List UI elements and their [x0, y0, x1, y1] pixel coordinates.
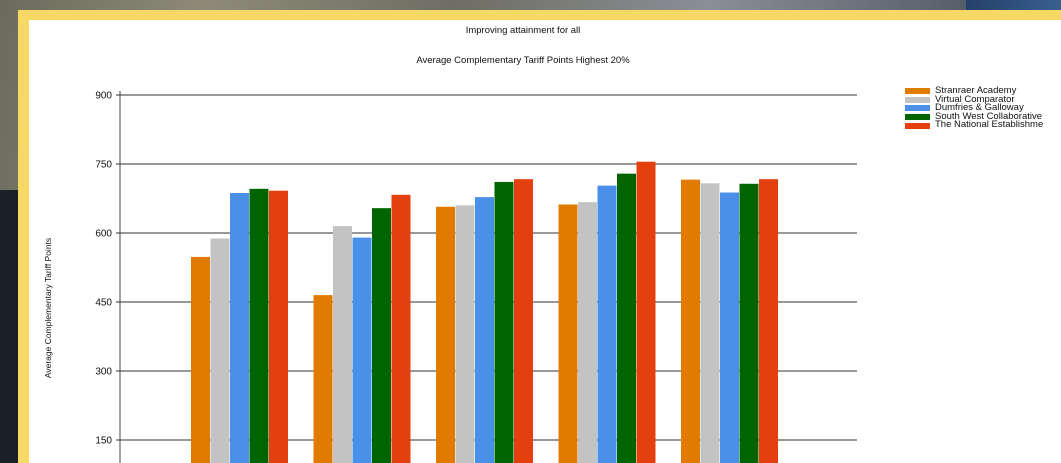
legend-label: South West Collaborative	[935, 110, 1043, 122]
legend-swatch	[905, 88, 930, 95]
chart-panel: Improving attainment for all Average Com…	[29, 20, 1061, 463]
chart-svg: Improving attainment for all Average Com…	[43, 25, 857, 463]
legend-item: Stranraer Academy	[905, 85, 1043, 96]
bar	[597, 185, 617, 463]
bar	[514, 179, 533, 463]
bar	[720, 192, 739, 463]
bar	[455, 205, 475, 463]
legend-label: The National Establishme	[935, 119, 1044, 131]
y-tick-label: 600	[95, 229, 112, 240]
bar	[333, 226, 352, 463]
legend-swatch	[905, 96, 930, 103]
bar	[681, 179, 700, 463]
bar	[739, 183, 759, 463]
bar	[494, 181, 514, 463]
bar	[759, 179, 778, 463]
bar	[313, 295, 333, 463]
legend-label: Stranraer Academy	[935, 85, 1017, 96]
legend-item: The National Establishme	[905, 119, 1044, 131]
bar	[475, 197, 494, 463]
bar	[352, 237, 372, 463]
legend-swatch	[905, 122, 930, 129]
legend-swatch	[905, 114, 930, 121]
bar	[436, 206, 455, 463]
y-tick-label: 750	[95, 160, 112, 171]
bar	[191, 256, 210, 463]
bar	[249, 188, 269, 463]
y-tick-label: 150	[95, 436, 112, 447]
legend-label: Virtual Comparator	[935, 93, 1015, 105]
legend-label: Dumfries & Galloway	[935, 102, 1024, 114]
y-tick-label: 300	[95, 367, 112, 378]
legend-swatch	[905, 105, 930, 112]
y-axis-label: Average Complementary Tariff Points	[43, 238, 53, 378]
legend-item: Virtual Comparator	[905, 93, 1043, 105]
y-tick-label: 900	[95, 91, 112, 102]
bar	[391, 194, 411, 463]
legend-item: Dumfries & Galloway	[905, 102, 1043, 114]
bar	[558, 204, 578, 463]
bar	[230, 192, 249, 463]
bar	[700, 183, 720, 463]
legend-item: South West Collaborative	[905, 110, 1043, 122]
chart-subtitle: Average Complementary Tariff Points High…	[416, 55, 630, 66]
bar	[372, 208, 391, 463]
bar	[636, 161, 656, 463]
bar	[617, 173, 636, 463]
bar	[578, 202, 597, 463]
bar	[210, 238, 230, 463]
y-tick-label: 450	[95, 298, 112, 309]
bar	[269, 190, 288, 463]
chart-title: Improving attainment for all	[466, 25, 581, 36]
chart-legend: Stranraer Academy Virtual Comparator Dum…	[905, 85, 1044, 131]
